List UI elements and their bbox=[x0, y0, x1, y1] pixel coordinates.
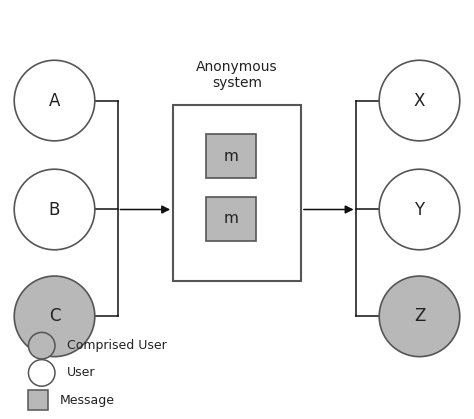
Text: C: C bbox=[49, 308, 60, 325]
Text: A: A bbox=[49, 92, 60, 109]
Ellipse shape bbox=[28, 332, 55, 359]
Ellipse shape bbox=[28, 360, 55, 386]
Text: Comprised User: Comprised User bbox=[67, 339, 166, 352]
Text: m: m bbox=[224, 212, 238, 226]
Ellipse shape bbox=[14, 60, 95, 141]
Text: Message: Message bbox=[60, 393, 115, 407]
Text: X: X bbox=[414, 92, 425, 109]
Text: Anonymous
system: Anonymous system bbox=[196, 60, 278, 90]
Ellipse shape bbox=[14, 276, 95, 357]
Bar bbox=[28, 390, 48, 410]
Bar bbox=[173, 105, 301, 281]
Text: B: B bbox=[49, 201, 60, 218]
Text: Z: Z bbox=[414, 308, 425, 325]
Ellipse shape bbox=[379, 169, 460, 250]
Bar bbox=[206, 134, 256, 178]
Ellipse shape bbox=[379, 60, 460, 141]
Ellipse shape bbox=[379, 276, 460, 357]
Text: User: User bbox=[67, 366, 95, 380]
Bar bbox=[206, 197, 256, 241]
Ellipse shape bbox=[14, 169, 95, 250]
Text: Y: Y bbox=[414, 201, 425, 218]
Text: m: m bbox=[224, 149, 238, 163]
